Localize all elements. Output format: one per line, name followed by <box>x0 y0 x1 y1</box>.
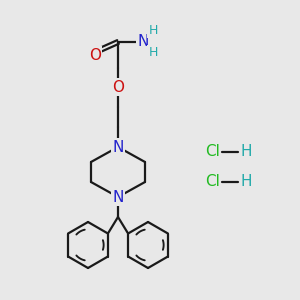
Text: N: N <box>137 34 149 49</box>
Text: Cl: Cl <box>205 145 220 160</box>
Text: N: N <box>112 190 124 205</box>
Text: Cl: Cl <box>205 175 220 190</box>
Text: N: N <box>112 140 124 154</box>
Text: H: H <box>240 145 251 160</box>
Text: H: H <box>148 23 158 37</box>
Text: H: H <box>148 46 158 59</box>
Text: O: O <box>112 80 124 94</box>
Text: H: H <box>240 175 251 190</box>
Text: O: O <box>89 47 101 62</box>
